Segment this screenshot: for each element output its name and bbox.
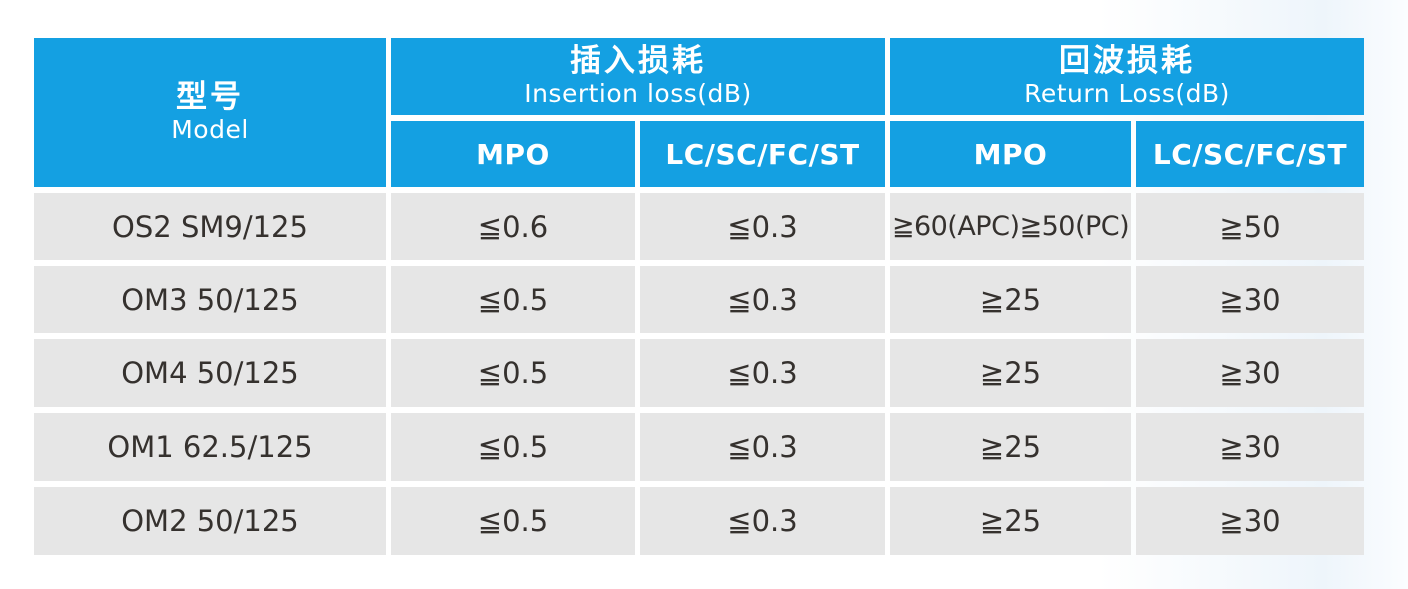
row-om3-insertion-lc: ≦0.3 [640, 266, 885, 333]
row-os2-return-mpo: ≧60(APC)≧50(PC) [890, 193, 1131, 260]
row-om3-return-lc: ≧30 [1136, 266, 1364, 333]
header-model-en: Model [171, 114, 249, 144]
header-return-zh: 回波损耗 [1059, 43, 1195, 80]
subheader-return-mpo: MPO [890, 121, 1131, 187]
subheader-insertion-mpo: MPO [391, 121, 635, 187]
header-group-return-loss: 回波损耗 Return Loss(dB) [890, 38, 1364, 115]
subheader-insertion-lc-sc-fc-st: LC/SC/FC/ST [640, 121, 885, 187]
row-om2-model: OM2 50/125 [34, 487, 386, 555]
row-om4-model: OM4 50/125 [34, 339, 386, 407]
row-om2-return-mpo: ≧25 [890, 487, 1131, 555]
row-os2-insertion-mpo: ≦0.6 [391, 193, 635, 260]
row-om1-insertion-mpo: ≦0.5 [391, 413, 635, 481]
row-om4-return-mpo: ≧25 [890, 339, 1131, 407]
header-model-zh: 型号 [176, 79, 244, 116]
subheader-return-lc-sc-fc-st: LC/SC/FC/ST [1136, 121, 1364, 187]
header-insertion-zh: 插入损耗 [570, 43, 706, 80]
row-om3-insertion-mpo: ≦0.5 [391, 266, 635, 333]
row-om1-insertion-lc: ≦0.3 [640, 413, 885, 481]
row-om3-model: OM3 50/125 [34, 266, 386, 333]
header-group-insertion-loss: 插入损耗 Insertion loss(dB) [391, 38, 885, 115]
row-om1-return-lc: ≧30 [1136, 413, 1364, 481]
row-om1-model: OM1 62.5/125 [34, 413, 386, 481]
row-om1-return-mpo: ≧25 [890, 413, 1131, 481]
row-om4-return-lc: ≧30 [1136, 339, 1364, 407]
row-om4-insertion-mpo: ≦0.5 [391, 339, 635, 407]
row-os2-insertion-lc: ≦0.3 [640, 193, 885, 260]
fiber-spec-table: 型号 Model 插入损耗 Insertion loss(dB) 回波损耗 Re… [34, 38, 1364, 555]
row-om2-insertion-mpo: ≦0.5 [391, 487, 635, 555]
row-om4-insertion-lc: ≦0.3 [640, 339, 885, 407]
row-om2-return-lc: ≧30 [1136, 487, 1364, 555]
row-om3-return-mpo: ≧25 [890, 266, 1131, 333]
header-return-en: Return Loss(dB) [1024, 78, 1230, 108]
row-os2-model: OS2 SM9/125 [34, 193, 386, 260]
header-insertion-en: Insertion loss(dB) [524, 78, 752, 108]
row-os2-return-lc: ≧50 [1136, 193, 1364, 260]
header-model: 型号 Model [34, 38, 386, 187]
row-om2-insertion-lc: ≦0.3 [640, 487, 885, 555]
